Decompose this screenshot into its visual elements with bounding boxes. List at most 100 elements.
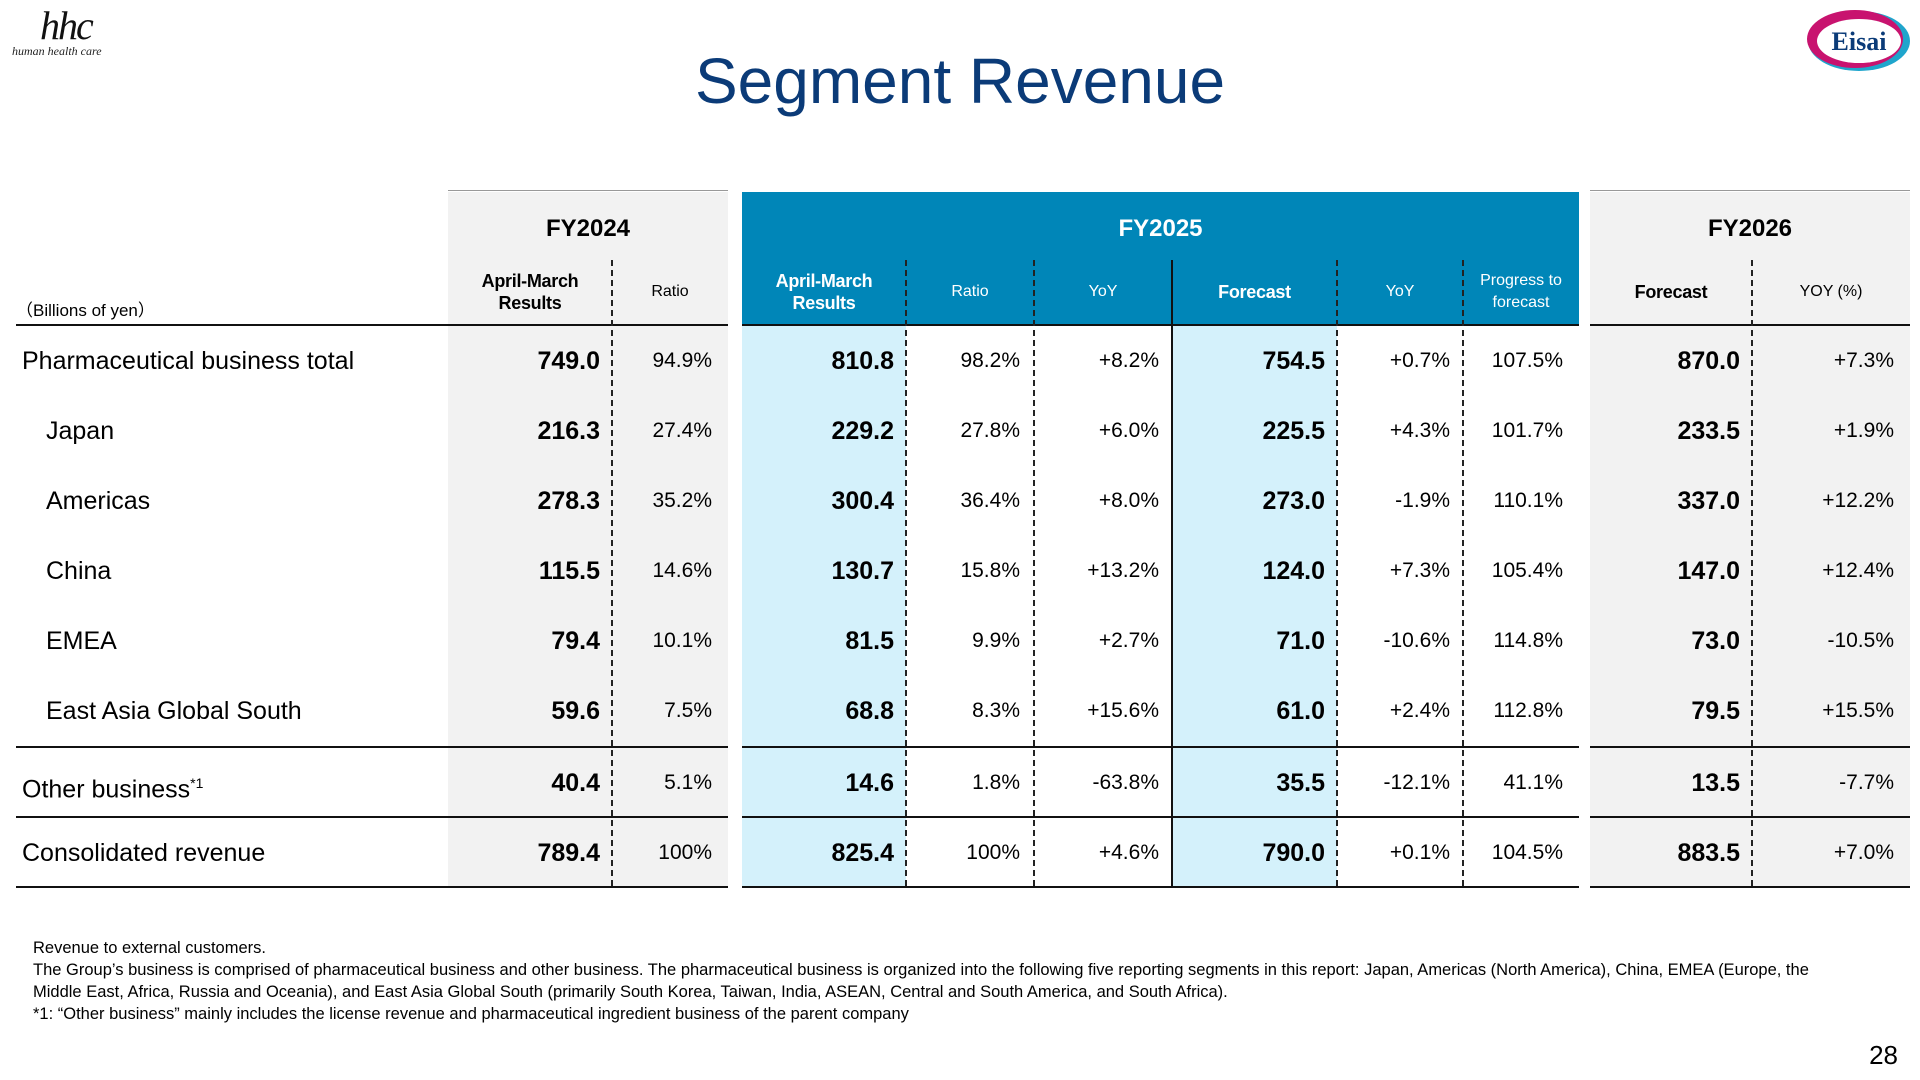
cell-fy25-yoy: +6.0% <box>1098 419 1159 442</box>
cell-fy25-results: 229.2 <box>831 417 894 445</box>
cell-fy25-forecast-yoy: +7.3% <box>1389 559 1450 582</box>
cell-fy24-ratio: 35.2% <box>652 489 712 512</box>
rule-segment-end-fy2026 <box>1590 746 1910 748</box>
fy2024-background <box>448 192 728 888</box>
cell-fy25-forecast-yoy: +0.1% <box>1389 841 1450 864</box>
cell-fy24-results: 115.5 <box>538 557 600 585</box>
rule-header-fy2024 <box>16 324 728 326</box>
hhc-logo-mark: hhc <box>40 3 94 48</box>
cell-fy25-forecast-yoy: +2.4% <box>1389 699 1450 722</box>
cell-fy25-forecast-yoy: +0.7% <box>1389 349 1450 372</box>
cell-fy26-forecast: 233.5 <box>1677 417 1740 445</box>
cell-fy25-forecast: 754.5 <box>1262 347 1325 375</box>
cell-fy26-yoy: +15.5% <box>1822 699 1894 722</box>
cell-fy26-forecast: 73.0 <box>1691 627 1740 655</box>
row-label: Consolidated revenue <box>22 839 266 867</box>
cell-fy25-forecast: 225.5 <box>1262 417 1325 445</box>
cell-fy25-ratio: 15.8% <box>960 559 1020 582</box>
cell-fy24-results: 216.3 <box>537 417 600 445</box>
cell-fy24-ratio: 14.6% <box>652 559 712 582</box>
col-fy25-forecast: Forecast <box>1218 282 1291 302</box>
fy2025-results-background <box>742 324 906 888</box>
rule-top-fy2026 <box>1590 190 1910 191</box>
rule-other-end-fy2026 <box>1590 816 1910 818</box>
cell-fy25-results: 130.7 <box>831 557 894 585</box>
page-title: Segment Revenue <box>694 45 1226 117</box>
col-fy26-yoy: YOY (%) <box>1799 283 1863 300</box>
col-fy25-forecast-yoy: YoY <box>1385 283 1415 300</box>
sep-fy25-yoy <box>1171 260 1173 886</box>
cell-fy25-forecast: 273.0 <box>1262 487 1325 515</box>
rule-segment-end-fy2024 <box>16 746 728 748</box>
table-row-china: China 115.5 14.6% 130.7 15.8% +13.2% 124… <box>0 536 1920 606</box>
cell-fy25-yoy: +15.6% <box>1087 699 1159 722</box>
cell-fy26-forecast: 79.5 <box>1691 697 1740 725</box>
row-label-text: Other business <box>22 775 191 804</box>
cell-fy26-yoy: +7.0% <box>1833 841 1894 864</box>
cell-fy25-ratio: 98.2% <box>960 349 1020 372</box>
table-row-americas: Americas 278.3 35.2% 300.4 36.4% +8.0% 2… <box>0 466 1920 536</box>
cell-fy26-forecast: 337.0 <box>1677 487 1740 515</box>
fy2025-header-background <box>742 192 1579 324</box>
rule-bottom-fy2025 <box>742 886 1579 888</box>
cell-fy25-progress: 114.8% <box>1493 629 1563 652</box>
group-fy2024: FY2024 <box>545 215 631 242</box>
cell-fy25-forecast: 790.0 <box>1262 839 1325 867</box>
sep-fy25-results <box>905 260 907 886</box>
row-label: Pharmaceutical business total <box>22 347 355 375</box>
rule-segment-end-fy2025 <box>742 746 1579 748</box>
cell-fy26-forecast: 883.5 <box>1677 839 1740 867</box>
cell-fy25-yoy: +8.2% <box>1098 349 1159 372</box>
sep-fy25-forecast <box>1336 260 1338 886</box>
fy2026-background <box>1590 192 1910 888</box>
rule-other-end-fy2024 <box>16 816 728 818</box>
sep-fy24-results <box>611 260 613 886</box>
cell-fy26-yoy: +12.2% <box>1822 489 1894 512</box>
eisai-logo: Eisai <box>1806 8 1912 74</box>
cell-fy25-progress: 101.7% <box>1491 419 1563 442</box>
cell-fy25-results: 810.8 <box>831 347 894 375</box>
hhc-logo-tagline: human health care <box>12 44 102 58</box>
row-label: Japan <box>46 417 115 445</box>
cell-fy25-results: 825.4 <box>831 839 894 867</box>
rule-other-end-fy2025 <box>742 816 1579 818</box>
cell-fy25-forecast-yoy: -1.9% <box>1395 489 1450 512</box>
cell-fy25-forecast: 35.5 <box>1276 769 1325 797</box>
cell-fy26-yoy: -7.7% <box>1839 771 1894 794</box>
footnote-marker: *1 <box>190 775 204 791</box>
cell-fy24-results: 40.4 <box>551 769 600 797</box>
cell-fy25-ratio: 100% <box>966 841 1020 864</box>
cell-fy24-ratio: 5.1% <box>664 771 712 794</box>
cell-fy24-results: 79.4 <box>551 627 600 655</box>
cell-fy26-forecast: 13.5 <box>1691 769 1740 797</box>
cell-fy26-yoy: +7.3% <box>1833 349 1894 372</box>
row-label: Other business*1 <box>22 748 203 818</box>
cell-fy25-yoy: +4.6% <box>1098 841 1159 864</box>
cell-fy25-ratio: 8.3% <box>972 699 1020 722</box>
col-fy24-results: April-March Results <box>481 271 579 313</box>
cell-fy25-forecast-yoy: -10.6% <box>1383 629 1450 652</box>
cell-fy25-results: 300.4 <box>831 487 894 515</box>
cell-fy24-results: 278.3 <box>537 487 600 515</box>
footnote-line: The Group’s business is comprised of pha… <box>33 961 1809 1001</box>
group-fy2025: FY2025 <box>1118 215 1203 242</box>
row-label: Americas <box>46 487 151 515</box>
cell-fy26-yoy: -10.5% <box>1827 629 1894 652</box>
cell-fy25-forecast: 61.0 <box>1276 697 1325 725</box>
cell-fy26-yoy: +12.4% <box>1822 559 1894 582</box>
cell-fy25-ratio: 9.9% <box>972 629 1020 652</box>
cell-fy24-results: 789.4 <box>537 839 600 867</box>
table-row-consolidated-revenue: Consolidated revenue 789.4 100% 825.4 10… <box>0 818 1920 888</box>
cell-fy24-ratio: 27.4% <box>652 419 712 442</box>
cell-fy25-ratio: 27.8% <box>960 419 1020 442</box>
col-fy26-forecast: Forecast <box>1634 282 1708 302</box>
cell-fy25-progress: 105.4% <box>1491 559 1563 582</box>
rule-header-fy2026 <box>1590 324 1910 326</box>
row-label: EMEA <box>46 627 117 655</box>
cell-fy25-forecast: 71.0 <box>1276 627 1325 655</box>
row-label: China <box>46 557 112 585</box>
cell-fy25-progress: 107.5% <box>1491 349 1563 372</box>
col-fy25-ratio: Ratio <box>951 283 989 300</box>
cell-fy26-forecast: 870.0 <box>1677 347 1740 375</box>
group-fy2026: FY2026 <box>1707 215 1793 242</box>
